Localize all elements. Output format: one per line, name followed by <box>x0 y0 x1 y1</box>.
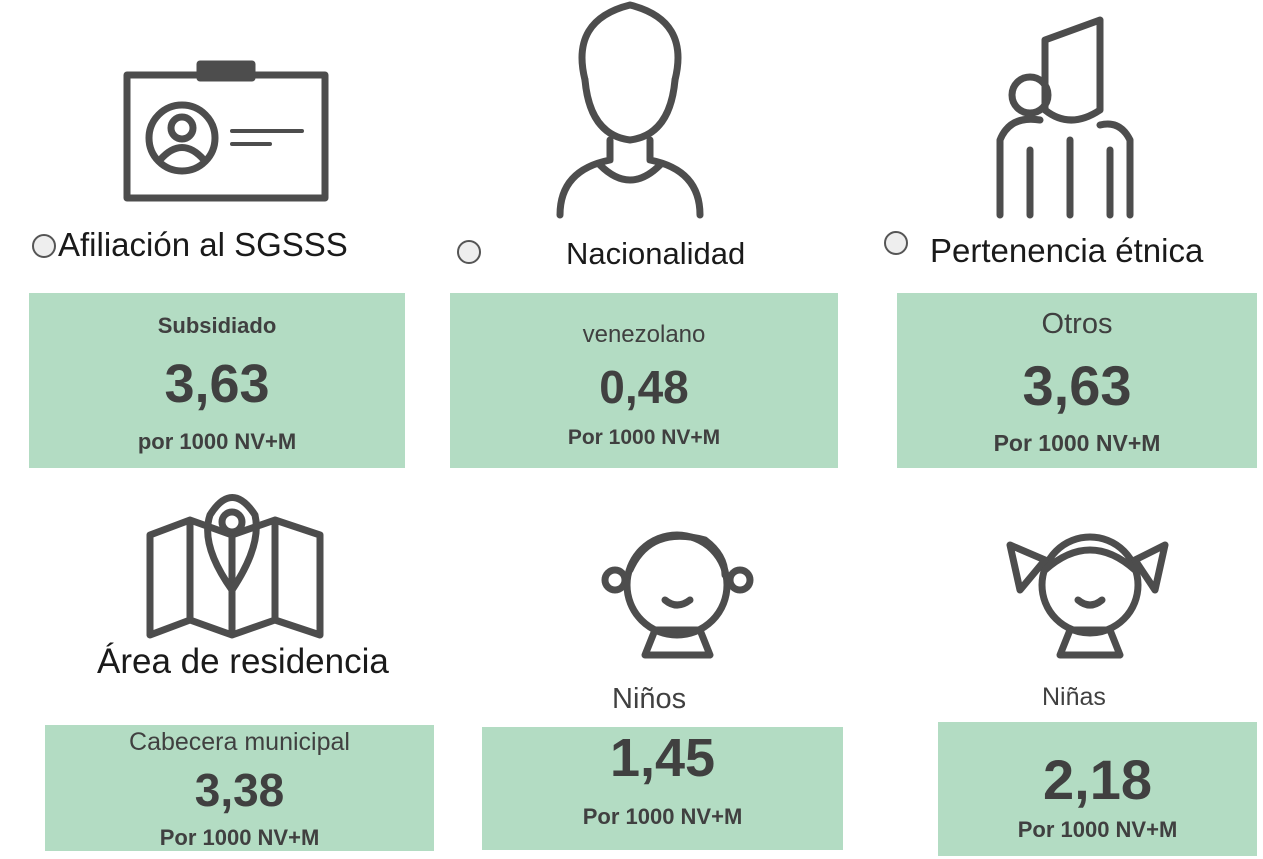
card: 1,45 Por 1000 NV+M <box>482 727 843 850</box>
value: 1,45 <box>609 728 716 788</box>
value: 0,48 <box>599 361 689 413</box>
card: Otros 3,63 Por 1000 NV+M <box>897 293 1257 468</box>
value: 3,38 <box>194 764 285 816</box>
unit: Por 1000 NV+M <box>567 426 721 449</box>
card: 2,18 Por 1000 NV+M <box>938 722 1257 856</box>
heading: Área de residencia <box>97 642 389 681</box>
family-icon <box>996 16 1134 219</box>
map-icon <box>146 494 324 639</box>
heading: Nacionalidad <box>566 236 746 271</box>
unit: Por 1000 NV+M <box>582 804 743 829</box>
person-icon <box>556 1 704 219</box>
heading: Pertenencia étnica <box>930 232 1204 269</box>
value: 3,63 <box>1022 354 1132 417</box>
radio[interactable] <box>884 231 908 255</box>
id-card-icon <box>123 60 329 202</box>
category: venezolano <box>582 321 706 348</box>
girl-icon <box>1006 533 1169 659</box>
unit: por 1000 NV+M <box>137 429 297 454</box>
category: Cabecera municipal <box>129 728 350 756</box>
card: venezolano 0,48 Por 1000 NV+M <box>450 293 838 468</box>
card: Cabecera municipal 3,38 Por 1000 NV+M <box>45 725 434 851</box>
category: Otros <box>1041 308 1113 340</box>
value: 3,63 <box>164 354 270 414</box>
unit: Por 1000 NV+M <box>1017 817 1178 842</box>
unit: Por 1000 NV+M <box>159 825 320 850</box>
unit: Por 1000 NV+M <box>993 430 1161 456</box>
boy-icon <box>601 531 754 659</box>
heading: Afiliación al SGSSS <box>58 226 348 263</box>
heading: Niños <box>612 683 687 715</box>
value: 2,18 <box>1043 748 1152 811</box>
radio[interactable] <box>32 234 56 258</box>
radio[interactable] <box>457 240 481 264</box>
card: Subsidiado 3,63 por 1000 NV+M <box>29 293 405 468</box>
heading: Niñas <box>1042 683 1106 711</box>
category: Subsidiado <box>157 313 277 338</box>
